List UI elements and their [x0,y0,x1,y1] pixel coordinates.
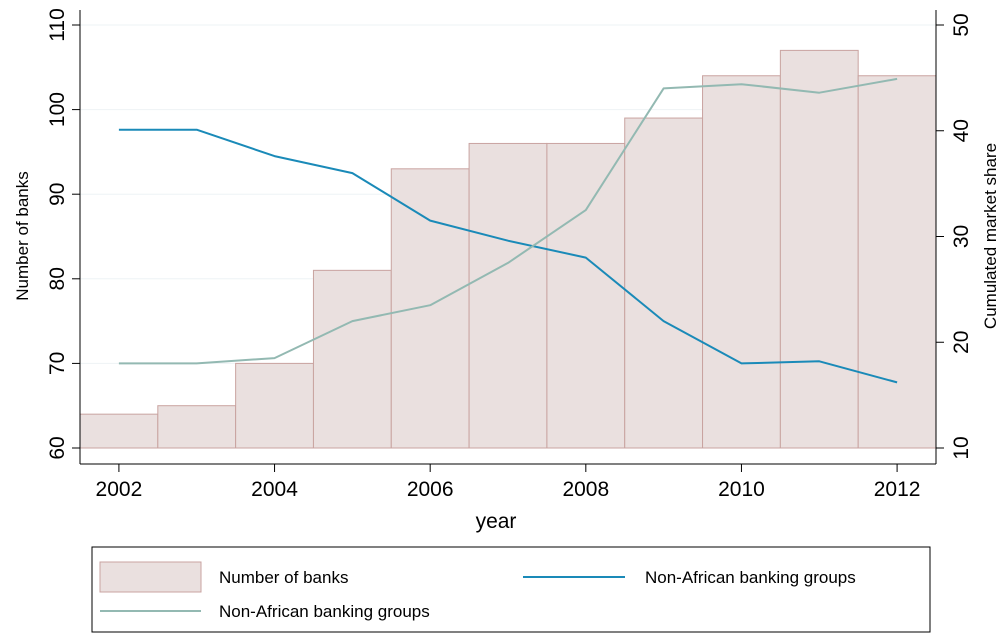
y2-tick-label-40: 40 [950,119,973,142]
legend-swatch-bars [99,561,202,593]
y-tick-label-60: 60 [46,436,69,459]
x-tick-label-2002: 2002 [96,478,143,501]
x-tick-label-2010: 2010 [718,478,765,501]
bar-2002 [79,413,159,449]
bar-2005 [312,269,392,449]
series-line-non-african-blue [118,128,898,384]
bar-2010 [702,75,781,449]
x-tick-label-2004: 2004 [251,478,298,501]
x-tick-label-2006: 2006 [407,478,454,501]
y-tick-label-100: 100 [46,92,69,127]
y-tick-label-80: 80 [46,267,69,290]
series-lines [118,77,898,384]
x-tick-label-2012: 2012 [874,478,921,501]
bars [79,49,937,449]
legend-box [91,546,931,633]
x-axis-title: year [476,510,517,533]
bar-2011 [779,49,859,449]
y2-tick-label-50: 50 [950,13,973,36]
bar-2007 [468,142,548,449]
y-axis-title: Number of banks [13,171,32,300]
series-line-non-african-grey [118,77,898,365]
bar-2008 [546,142,626,449]
axes: 60 70 80 90 100 110 10 20 30 40 50 2002 2004 2006 2008… [46,8,973,501]
bar-2003 [157,405,237,449]
bar-2006 [390,168,470,449]
bar-2004 [235,362,314,449]
y2-tick-label-30: 30 [950,225,973,248]
y-tick-label-70: 70 [46,352,69,375]
x-tick-label-2008: 2008 [562,478,609,501]
bar-2012 [857,75,937,449]
bar-2009 [624,117,704,449]
legend-label-non-african-1: Non-African banking groups [645,568,856,587]
y2-axis-title: Cumulated market share [981,143,1000,329]
y-tick-label-110: 110 [46,8,69,41]
y2-tick-label-10: 10 [950,436,973,459]
legend-label-number-of-banks: Number of banks [219,568,348,587]
y2-tick-label-20: 20 [950,331,973,354]
legend-label-non-african-2: Non-African banking groups [219,602,430,621]
y-tick-label-90: 90 [46,183,69,206]
legend: Number of banks Non-African banking grou… [91,546,931,633]
